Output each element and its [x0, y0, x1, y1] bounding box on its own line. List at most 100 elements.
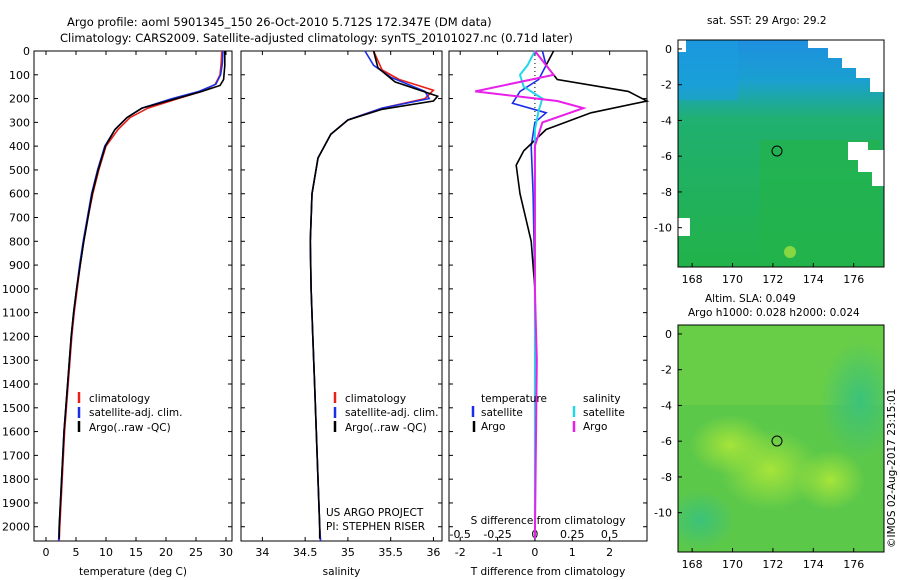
- map-x-tick-label: 168: [682, 558, 703, 571]
- x-top-label: S difference from climatology: [471, 515, 626, 527]
- series-line: [57, 50, 224, 542]
- x-tick-label: 1: [569, 546, 576, 559]
- y-tick-label: 1600: [2, 426, 30, 439]
- y-tick-label: 400: [9, 140, 30, 153]
- y-tick-label: 2000: [2, 521, 30, 534]
- x-axis-label: salinity: [323, 566, 361, 578]
- svg-text:climatology: climatology: [345, 393, 406, 405]
- y-tick-label: 1300: [2, 354, 30, 367]
- series-line: [58, 50, 223, 542]
- svg-text:temperature: temperature: [481, 393, 547, 405]
- y-tick-label: 900: [9, 259, 30, 272]
- map-y-tick-label: -10: [654, 507, 672, 520]
- svg-text:Argo: Argo: [481, 421, 505, 433]
- y-tick-label: 0: [23, 45, 30, 58]
- difference-plot: -2 -1 0 1 2 T difference from climatology S di…: [449, 50, 650, 578]
- map-y-tick-label: 0: [665, 328, 672, 341]
- x-tick-label: 34: [255, 546, 269, 559]
- x-tick-label: 34.5: [293, 546, 318, 559]
- x-tick-label: 36: [426, 546, 440, 559]
- x-tick-label: 20: [159, 546, 173, 559]
- sla-map: Altim. SLA: 0.049 Argo h1000: 0.028 h200…: [677, 293, 885, 553]
- y-tick-label: 1800: [2, 473, 30, 486]
- x-axis-label: temperature (deg C): [79, 566, 187, 578]
- y-tick-label: 1700: [2, 449, 30, 462]
- map-y-tick-label: 0: [665, 43, 672, 56]
- y-tick-label: 1400: [2, 378, 30, 391]
- map-x-tick-label: 168: [682, 273, 703, 286]
- y-tick-label: 1900: [2, 497, 30, 510]
- difference-panel-frame: [448, 50, 648, 542]
- temperature-plot: 0100200300400500600700800900100011001200…: [2, 45, 233, 578]
- salinity-legend: climatology satellite-adj. clim. Argo(..…: [333, 392, 438, 434]
- argo-position-marker-sst: [771, 145, 783, 157]
- map-x-tick-label: 170: [722, 558, 743, 571]
- x-tick-label: 0: [531, 546, 538, 559]
- argo-position-marker-sla: [771, 435, 783, 447]
- y-tick-label: 300: [9, 116, 30, 129]
- figure-title-line2: Climatology: CARS2009. Satellite-adjuste…: [60, 31, 573, 45]
- sla-map-title-line1: Altim. SLA: 0.049: [705, 293, 796, 305]
- svg-text:Argo(..raw -QC): Argo(..raw -QC): [345, 422, 427, 434]
- map-x-tick-label: 174: [803, 558, 824, 571]
- timestamp: ©IMOS 02-Aug-2017 23:15:01: [886, 389, 898, 548]
- svg-text:satellite-adj. clim.: satellite-adj. clim.: [345, 407, 438, 419]
- svg-text:climatology: climatology: [89, 393, 150, 405]
- map-y-tick-label: -6: [661, 435, 672, 448]
- figure-title-line1: Argo profile: aoml 5901345_150 26-Oct-20…: [67, 15, 492, 29]
- salinity-plot: 34 34.5 35 35.5 36 salinity: [241, 50, 442, 578]
- map-y-tick-label: -10: [654, 222, 672, 235]
- map-x-tick-label: 174: [803, 273, 824, 286]
- sal-tick-label: -0.25: [483, 528, 511, 541]
- y-tick-label: 1100: [2, 307, 30, 320]
- map-x-tick-label: 176: [843, 558, 864, 571]
- x-tick-label: 5: [73, 546, 80, 559]
- map-y-tick-label: -2: [661, 364, 672, 377]
- salinity-panel-frame: [240, 50, 443, 542]
- y-tick-label: 200: [9, 93, 30, 106]
- svg-text:salinity: salinity: [583, 393, 621, 405]
- svg-text:Argo(..raw -QC): Argo(..raw -QC): [89, 422, 171, 434]
- x-tick-label: -1: [492, 546, 503, 559]
- y-tick-label: 600: [9, 188, 30, 201]
- map-y-tick-label: -8: [661, 186, 672, 199]
- sal-tick-label: 0.5: [601, 528, 619, 541]
- map-x-tick-label: 176: [843, 273, 864, 286]
- series-line: [309, 50, 435, 542]
- sst-map: sat. SST: 29 Argo: 29.2: [677, 15, 885, 268]
- map-x-tick-label: 170: [722, 273, 743, 286]
- project-line1: US ARGO PROJECT: [326, 507, 424, 519]
- project-line2: PI: STEPHEN RISER: [326, 521, 425, 533]
- x-axis-label: T difference from climatology: [470, 566, 626, 578]
- x-tick-label: 35: [341, 546, 355, 559]
- map-y-tick-label: -2: [661, 79, 672, 92]
- difference-legend: temperature salinity satellite Argo sate…: [471, 393, 625, 433]
- y-tick-label: 1500: [2, 402, 30, 415]
- x-tick-label: 35.5: [378, 546, 403, 559]
- x-tick-label: 10: [99, 546, 113, 559]
- x-tick-label: 30: [219, 546, 233, 559]
- series-line: [518, 50, 544, 539]
- y-tick-label: 700: [9, 212, 30, 225]
- series-line: [309, 50, 440, 539]
- temperature-panel-frame: [33, 50, 233, 542]
- series-line: [58, 51, 226, 539]
- svg-text:Argo: Argo: [583, 421, 607, 433]
- series-line: [309, 50, 431, 542]
- svg-text:satellite: satellite: [481, 407, 523, 419]
- map-x-tick-label: 172: [762, 273, 783, 286]
- sal-tick-label: -0.5: [449, 528, 470, 541]
- x-tick-label: 25: [189, 546, 203, 559]
- map-y-tick-label: -4: [661, 399, 672, 412]
- y-tick-label: 1200: [2, 330, 30, 343]
- sla-map-title-line2: Argo h1000: 0.028 h2000: 0.024: [688, 307, 860, 319]
- x-tick-label: -2: [455, 546, 466, 559]
- map-x-tick-label: 172: [762, 558, 783, 571]
- y-tick-label: 1000: [2, 283, 30, 296]
- temperature-legend: climatology satellite-adj. clim. Argo(..…: [77, 392, 182, 434]
- map-y-tick-label: -4: [661, 114, 672, 127]
- svg-text:satellite-adj. clim.: satellite-adj. clim.: [89, 407, 182, 419]
- series-line: [474, 50, 587, 539]
- x-tick-label: 2: [606, 546, 613, 559]
